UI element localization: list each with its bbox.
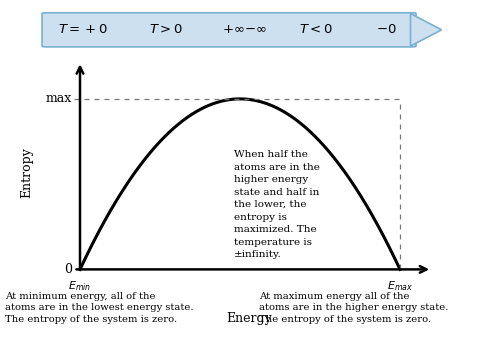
Text: Energy: Energy <box>227 312 273 325</box>
Text: 0: 0 <box>64 263 72 276</box>
FancyBboxPatch shape <box>42 13 416 47</box>
Text: $E_{min}$: $E_{min}$ <box>69 279 92 293</box>
Polygon shape <box>410 13 442 46</box>
Text: $E_{max}$: $E_{max}$ <box>387 279 413 293</box>
Text: $\mathit{T} > 0$: $\mathit{T} > 0$ <box>149 23 183 36</box>
Text: $+\infty{-}\infty$: $+\infty{-}\infty$ <box>222 23 267 36</box>
Text: $-0$: $-0$ <box>376 23 397 36</box>
Text: When half the
atoms are in the
higher energy
state and half in
the lower, the
en: When half the atoms are in the higher en… <box>234 150 320 259</box>
Text: At minimum energy, all of the
atoms are in the lowest energy state.
The entropy : At minimum energy, all of the atoms are … <box>5 292 193 324</box>
Text: max: max <box>46 92 72 105</box>
Text: Entropy: Entropy <box>21 147 34 198</box>
Text: $\mathit{T} < 0$: $\mathit{T} < 0$ <box>299 23 333 36</box>
Text: $\mathit{T} = +0$: $\mathit{T} = +0$ <box>59 23 108 36</box>
Text: At maximum energy all of the
atoms are in the higher energy state.
The entropy o: At maximum energy all of the atoms are i… <box>259 292 449 324</box>
